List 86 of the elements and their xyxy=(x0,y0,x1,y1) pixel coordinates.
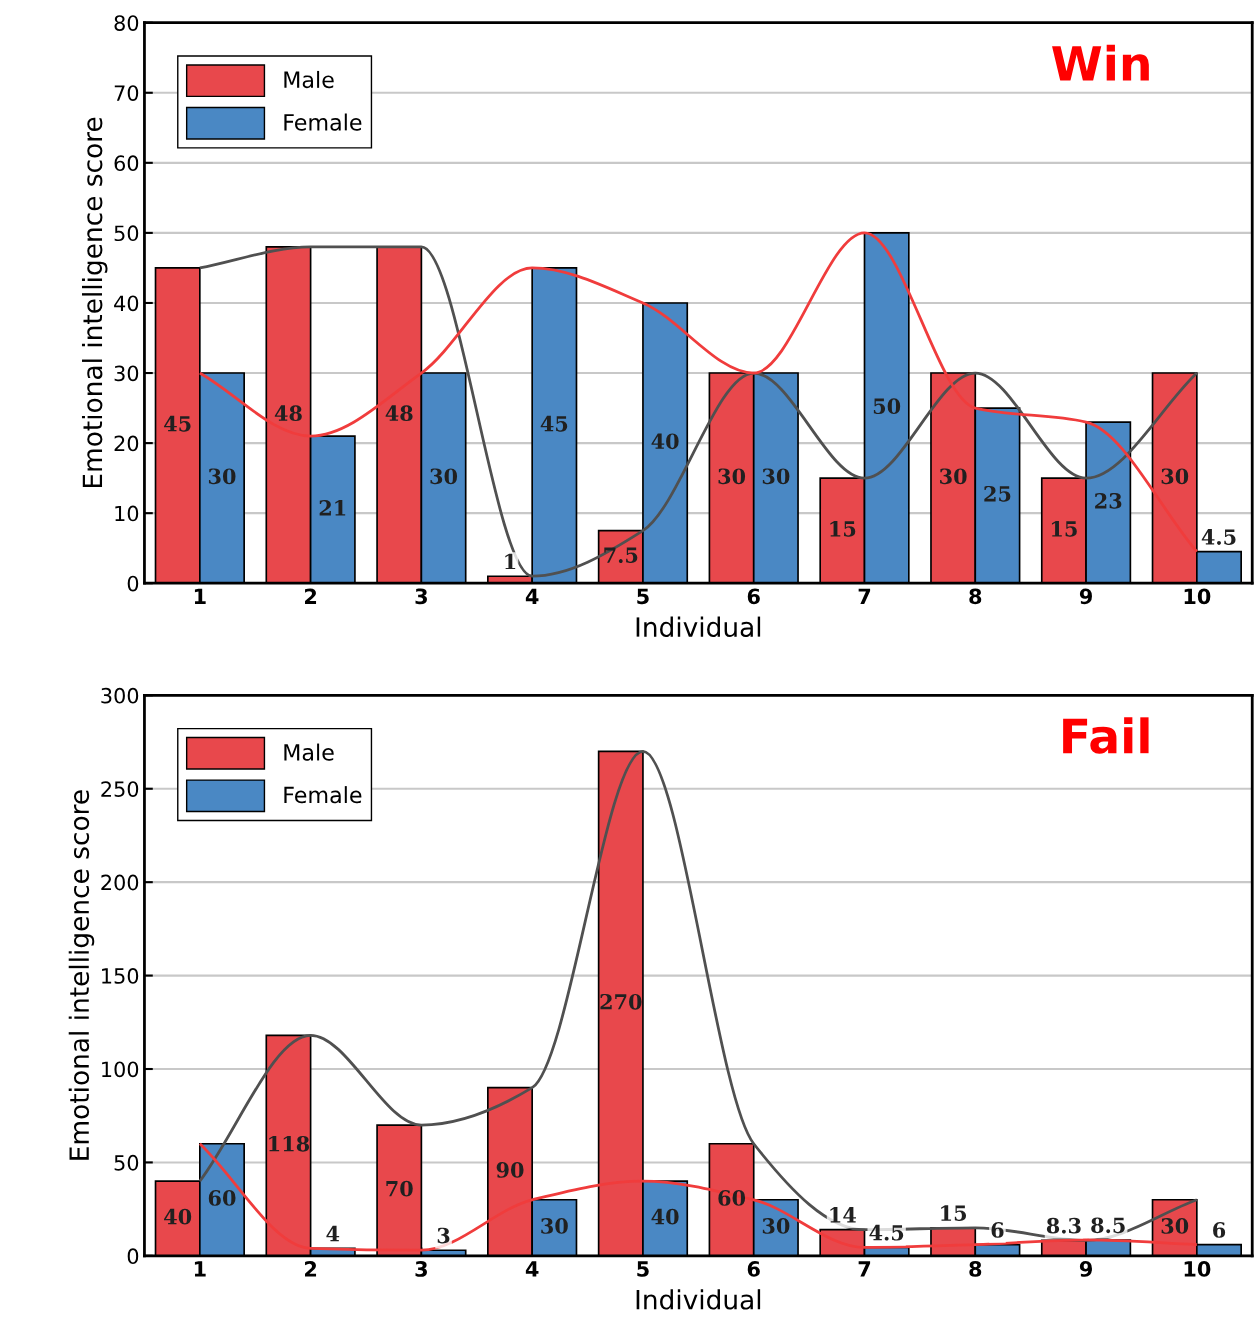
y-tick-label: 30 xyxy=(114,365,139,382)
x-tick-label: 10 xyxy=(1184,1261,1211,1277)
y-tick-label: 300 xyxy=(101,687,139,704)
data-label: 4.5 xyxy=(869,1224,904,1241)
y-tick-label: 200 xyxy=(101,874,139,891)
y-tick-label: 60 xyxy=(114,155,139,172)
y-tick-label: 80 xyxy=(114,15,139,31)
chart-title: Win xyxy=(1052,44,1149,81)
y-tick-label: 100 xyxy=(102,1061,139,1078)
x-tick-label: 6 xyxy=(747,1261,760,1277)
data-label: 40 xyxy=(164,1208,192,1225)
x-tick-label: 2 xyxy=(305,1261,317,1277)
data-label: 50 xyxy=(873,398,901,415)
data-label: 1 xyxy=(505,553,516,570)
y-tick-label: 0 xyxy=(127,575,139,592)
y-tick-label: 50 xyxy=(114,225,139,242)
x-tick-label: 3 xyxy=(415,588,427,605)
legend-label: Male xyxy=(284,743,334,761)
data-label: 30 xyxy=(762,1218,790,1234)
y-tick-label: 150 xyxy=(102,968,139,984)
x-tick-label: 2 xyxy=(305,588,317,604)
data-label: 30 xyxy=(430,468,458,485)
data-label: 30 xyxy=(541,1218,568,1234)
x-tick-label: 6 xyxy=(747,588,760,605)
legend-label: Female xyxy=(284,786,362,804)
y-tick-label: 20 xyxy=(114,435,139,452)
x-tick-label: 8 xyxy=(969,1261,982,1277)
legend-label: Male xyxy=(284,70,334,89)
data-label: 8.5 xyxy=(1091,1217,1125,1234)
data-label: 30 xyxy=(940,468,967,485)
x-axis-title: Individual xyxy=(636,1289,761,1310)
data-label: 40 xyxy=(651,1208,679,1225)
x-tick-label: 9 xyxy=(1079,1261,1092,1277)
data-label: 6 xyxy=(1213,1222,1226,1238)
data-label: 30 xyxy=(1161,1218,1189,1234)
data-label: 48 xyxy=(274,405,302,422)
data-label: 15 xyxy=(830,520,856,537)
x-tick-label: 7 xyxy=(858,1261,871,1277)
data-label: 23 xyxy=(1095,492,1122,509)
data-label: 15 xyxy=(941,1205,967,1221)
x-tick-label: 8 xyxy=(969,588,982,605)
y-tick-label: 0 xyxy=(127,1248,139,1265)
data-label: 40 xyxy=(651,433,679,450)
x-axis-title: Individual xyxy=(636,616,761,638)
x-tick-label: 9 xyxy=(1079,588,1092,605)
data-label: 4.5 xyxy=(1201,529,1236,545)
data-label: 30 xyxy=(718,468,746,485)
data-label: 3 xyxy=(437,1227,450,1244)
data-label: 270 xyxy=(600,993,642,1010)
data-label: 14 xyxy=(830,1207,856,1223)
data-label: 25 xyxy=(984,485,1011,502)
x-tick-label: 4 xyxy=(525,588,539,604)
data-label: 118 xyxy=(269,1135,310,1152)
y-tick-label: 50 xyxy=(114,1154,139,1171)
data-label: 21 xyxy=(319,499,346,516)
data-label: 15 xyxy=(1051,520,1077,537)
data-label: 45 xyxy=(540,415,568,432)
legend-label: Female xyxy=(284,113,362,131)
y-axis-title: Emotional intelligence score xyxy=(81,117,108,488)
data-label: 7.5 xyxy=(604,547,638,563)
y-tick-label: 70 xyxy=(114,85,139,101)
data-label: 60 xyxy=(208,1190,236,1206)
data-label: 60 xyxy=(718,1190,746,1206)
data-label: 30 xyxy=(1161,468,1189,485)
x-tick-label: 4 xyxy=(525,1261,539,1277)
y-tick-label: 10 xyxy=(115,505,139,522)
x-tick-label: 3 xyxy=(415,1261,427,1277)
x-tick-label: 1 xyxy=(194,1261,206,1277)
data-label: 30 xyxy=(762,468,790,485)
data-label: 8.3 xyxy=(1046,1217,1081,1234)
x-tick-label: 5 xyxy=(637,1261,649,1277)
data-label: 30 xyxy=(208,468,236,485)
data-label: 48 xyxy=(385,405,413,422)
data-label: 4 xyxy=(326,1225,340,1242)
x-tick-label: 1 xyxy=(194,588,206,604)
x-tick-label: 10 xyxy=(1184,588,1211,605)
data-label: 70 xyxy=(386,1180,413,1197)
data-label: 6 xyxy=(991,1222,1004,1238)
chart-title: Fail xyxy=(1063,717,1149,754)
y-tick-label: 40 xyxy=(114,295,139,312)
y-tick-label: 250 xyxy=(101,781,139,797)
data-label: 90 xyxy=(496,1162,524,1178)
y-axis-title: Emotional intelligence score xyxy=(68,790,95,1160)
x-tick-label: 7 xyxy=(858,588,871,604)
data-label: 45 xyxy=(164,415,191,432)
x-tick-label: 5 xyxy=(637,588,649,605)
